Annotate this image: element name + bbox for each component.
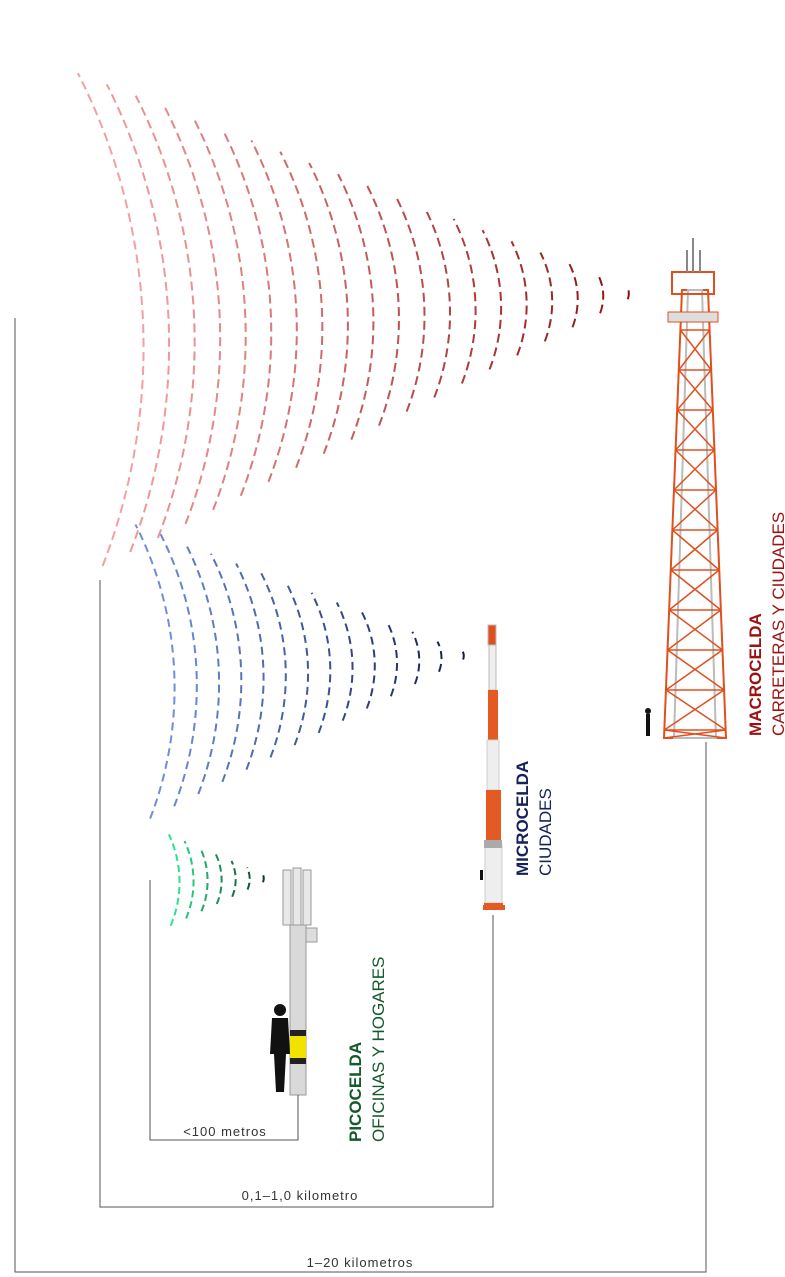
wave-arc (260, 572, 287, 758)
signal-waves (77, 72, 630, 927)
lattice-brace (676, 369, 712, 411)
wave-arc (134, 524, 176, 819)
wave-arc (134, 95, 196, 539)
cell-subtitle: OFICINAS Y HOGARES (369, 957, 388, 1142)
wave-arc (386, 621, 398, 697)
lattice-brace (663, 729, 726, 739)
wave-arc (411, 631, 421, 685)
lattice-brace (678, 369, 714, 411)
macro-tower (645, 238, 728, 739)
wave-arc (167, 833, 181, 927)
wave-arc (626, 285, 630, 300)
wave-arc (199, 847, 209, 912)
wave-arc (366, 184, 400, 426)
wave-arc (481, 229, 503, 370)
lattice-brace (668, 569, 720, 611)
lattice-brace (675, 449, 717, 491)
lattice-brace (678, 329, 711, 371)
wave-arc (394, 196, 426, 412)
wave-arc (214, 853, 223, 905)
micro-pole (480, 624, 505, 910)
lattice-brace (671, 489, 717, 531)
cell-title: MACROCELDA (746, 613, 765, 736)
lattice-brace (673, 489, 719, 531)
wave-arc (361, 611, 376, 709)
wave-arc (77, 72, 145, 567)
pico-pole (270, 867, 318, 1096)
lattice-brace (665, 649, 723, 691)
dimension-label: 0,1–1,0 kilometro (242, 1188, 359, 1203)
wave-arc (539, 252, 554, 342)
wave-arc (235, 563, 265, 770)
wave-arc (335, 602, 354, 722)
wave-arc (461, 650, 465, 660)
lattice-brace (671, 529, 720, 571)
wave-arc (183, 840, 195, 919)
wave-arc (250, 140, 298, 483)
dimension-label: 1–20 kilometros (307, 1255, 414, 1270)
wave-arc (510, 240, 528, 356)
wave-arc (246, 867, 251, 890)
wave-arc (210, 553, 243, 783)
cell-title: PICOCELDA (346, 1042, 365, 1142)
wave-arc (192, 117, 247, 511)
lattice-brace (665, 689, 727, 731)
wave-arc (568, 263, 579, 328)
lattice-brace (676, 409, 715, 451)
cell-title: MICROCELDA (513, 761, 532, 876)
lattice-brace (670, 529, 719, 571)
lattice-brace (667, 649, 725, 691)
lattice-brace (673, 449, 715, 491)
wave-arc (423, 207, 452, 398)
wave-arc (310, 592, 332, 734)
wave-arc (436, 641, 443, 673)
wave-arc (261, 873, 265, 883)
wave-arc (279, 151, 324, 469)
wave-arc (163, 106, 222, 525)
lattice-brace (670, 569, 722, 611)
lattice-brace (679, 329, 712, 371)
wave-arc (230, 860, 237, 898)
wave-arc (452, 218, 477, 384)
lattice-brace (663, 689, 725, 731)
dimension-label: <100 metros (183, 1124, 267, 1139)
lattice-brace (675, 409, 714, 451)
wave-arc (308, 162, 349, 455)
dimension-lines (14, 318, 707, 1273)
cell-subtitle: CARRETERAS Y CIUDADES (769, 512, 785, 736)
wave-arc (105, 83, 171, 553)
micro-pole-base (484, 905, 504, 910)
wave-arc (221, 128, 273, 497)
lattice-brace (667, 609, 722, 651)
wave-arc (184, 543, 221, 795)
cell-subtitle: CIUDADES (536, 788, 555, 876)
wave-arc (337, 173, 375, 441)
wave-arc (285, 582, 309, 746)
wave-arc (597, 274, 605, 314)
lattice-brace (668, 609, 723, 651)
